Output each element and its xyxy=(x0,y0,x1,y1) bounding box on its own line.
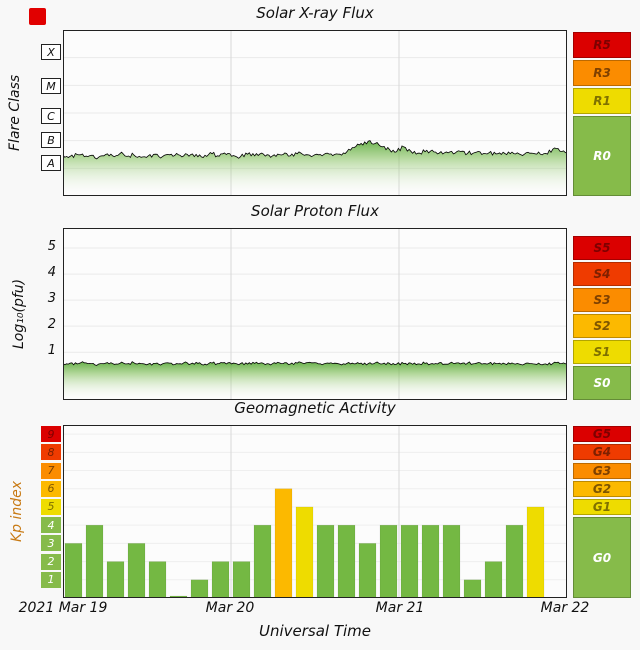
flare-class-tick-C: C xyxy=(41,108,61,124)
kp-ytick-5: 5 xyxy=(41,498,61,515)
proton-flux-area xyxy=(63,361,567,400)
scale-box-R5: R5 xyxy=(573,32,631,58)
kp-bar xyxy=(211,561,230,598)
kp-bar xyxy=(253,524,272,598)
panel-title-xray: Solar X-ray Flux xyxy=(256,4,374,22)
xray-flux-chart xyxy=(63,30,567,196)
kp-bar xyxy=(127,543,146,598)
panel-title-geomagnetic: Geomagnetic Activity xyxy=(234,399,396,417)
xaxis-label-mar21: Mar 21 xyxy=(375,600,425,616)
ylabel-kp-index: Kp index xyxy=(9,480,25,543)
scale-box-G3: G3 xyxy=(573,463,631,479)
xaxis-label-mar22: Mar 22 xyxy=(540,600,590,616)
kp-ytick-7: 7 xyxy=(41,462,61,479)
proton-flux-chart xyxy=(63,228,567,400)
kp-bar xyxy=(316,524,335,598)
scale-box-S0: S0 xyxy=(573,366,631,400)
kp-ytick-9: 9 xyxy=(41,426,61,443)
xaxis-label-mar19: 2021 Mar 19 xyxy=(18,600,108,616)
scale-box-G4: G4 xyxy=(573,444,631,460)
kp-ytick-8: 8 xyxy=(41,444,61,461)
kp-ytick-4: 4 xyxy=(41,517,61,534)
kp-bar xyxy=(379,524,398,598)
ylabel-flare-class: Flare Class xyxy=(7,74,23,152)
xaxis-label-mar20: Mar 20 xyxy=(205,600,255,616)
kp-bar xyxy=(148,561,167,598)
xray-flux-area xyxy=(63,140,567,196)
kp-bar xyxy=(421,524,440,598)
kp-bar xyxy=(484,561,503,598)
scale-box-G5: G5 xyxy=(573,426,631,442)
kp-ytick-6: 6 xyxy=(41,480,61,497)
flare-class-tick-A: A xyxy=(41,155,61,171)
scale-box-G2: G2 xyxy=(573,481,631,497)
flare-class-tick-M: M xyxy=(41,78,61,94)
proton-ytick-2: 2 xyxy=(47,317,56,332)
kp-bar xyxy=(337,524,356,598)
flare-class-tick-X: X xyxy=(41,44,61,60)
kp-bar xyxy=(400,524,419,598)
proton-ytick-3: 3 xyxy=(47,291,56,306)
scale-box-S5: S5 xyxy=(573,236,631,260)
xray-flux-line xyxy=(63,140,567,160)
scale-box-G0: G0 xyxy=(573,517,631,598)
proton-ytick-5: 5 xyxy=(47,239,56,254)
kp-bar xyxy=(274,488,293,598)
kp-bar xyxy=(463,579,482,598)
kp-bar xyxy=(106,561,125,598)
scale-box-S2: S2 xyxy=(573,314,631,338)
flare-class-tick-B: B xyxy=(41,132,61,148)
panel-title-proton: Solar Proton Flux xyxy=(251,202,379,220)
kp-bar xyxy=(295,506,314,598)
scale-box-S4: S4 xyxy=(573,262,631,286)
proton-ytick-4: 4 xyxy=(47,265,56,280)
alert-indicator xyxy=(29,8,46,25)
scale-box-R0: R0 xyxy=(573,116,631,196)
kp-ytick-2: 2 xyxy=(41,553,61,570)
scale-box-G1: G1 xyxy=(573,499,631,515)
kp-bar xyxy=(190,579,209,598)
scale-box-R1: R1 xyxy=(573,88,631,114)
kp-ytick-3: 3 xyxy=(41,535,61,552)
kp-ytick-1: 1 xyxy=(41,571,61,588)
scale-box-R3: R3 xyxy=(573,60,631,86)
kp-index-chart xyxy=(63,425,567,598)
proton-flux-line xyxy=(63,361,567,366)
kp-bar xyxy=(442,524,461,598)
kp-bar xyxy=(505,524,524,598)
kp-bar xyxy=(358,543,377,598)
scale-box-S1: S1 xyxy=(573,340,631,364)
kp-bar xyxy=(526,506,545,598)
kp-bar xyxy=(85,524,104,598)
proton-ytick-1: 1 xyxy=(47,343,56,358)
kp-bar xyxy=(232,561,251,598)
scale-box-S3: S3 xyxy=(573,288,631,312)
xaxis-title: Universal Time xyxy=(258,622,372,640)
kp-bar xyxy=(64,543,83,598)
